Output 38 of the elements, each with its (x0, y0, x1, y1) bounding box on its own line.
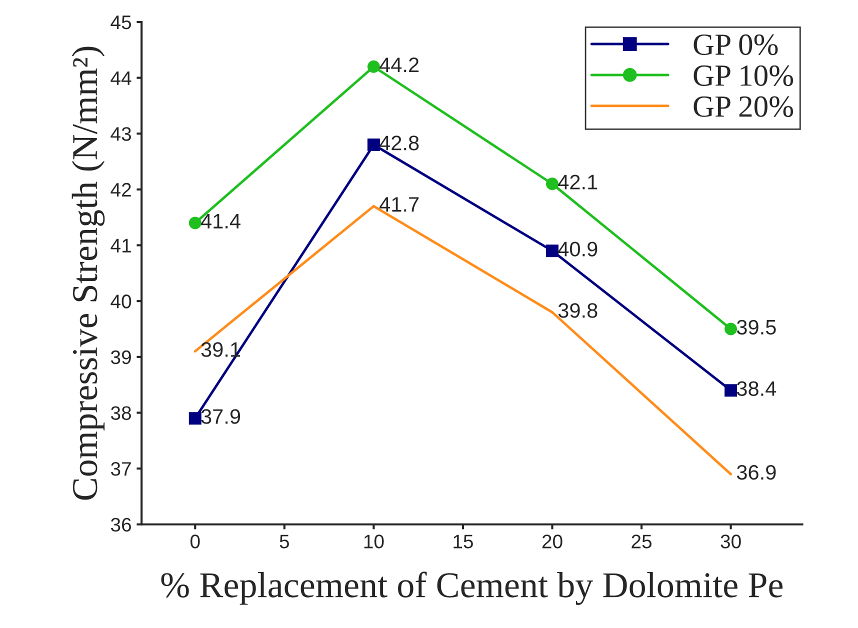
legend-label: GP 20% (694, 96, 794, 118)
point (367, 138, 380, 152)
y-tick-label: 37 (110, 462, 131, 476)
data-label: 38.4 (736, 381, 776, 396)
data-label: 36.9 (736, 464, 776, 480)
y-tick-label: 39 (110, 350, 131, 364)
x-tick-label: 15 (454, 534, 473, 548)
data-label: 41.7 (380, 197, 419, 212)
y-tick-label: 38 (110, 406, 132, 420)
legend-label: GP 0% (694, 34, 778, 56)
y-tick-label: 44 (110, 71, 132, 85)
x-tick-label: 0 (190, 534, 200, 548)
point (724, 384, 738, 397)
point (546, 178, 558, 190)
y-tick-label: 40 (110, 294, 132, 308)
y-tick-label: 36 (110, 518, 131, 532)
y-tick-label: 45 (110, 16, 132, 30)
y-tick-label: 43 (110, 127, 131, 141)
data-label: 39.8 (558, 303, 598, 318)
y-tick-label: 41 (110, 238, 131, 252)
x-tick-label: 5 (280, 534, 290, 548)
point (546, 244, 558, 258)
x-tick-label: 20 (542, 534, 562, 548)
x-axis-title: % Replacement of Cement by Dolomite Pe (161, 572, 783, 605)
legend-label: GP 10% (694, 65, 794, 86)
data-label: 39.5 (736, 320, 776, 335)
y-axis-title: Compressive Strength (N/mm²) (72, 46, 105, 500)
point (188, 412, 202, 425)
data-label: 41.4 (200, 214, 240, 228)
point (724, 322, 738, 336)
point (188, 216, 202, 230)
data-label: 44.2 (380, 57, 419, 72)
x-tick-label: 10 (364, 534, 384, 548)
x-tick-label: 30 (720, 534, 741, 548)
data-label: 42.1 (558, 174, 598, 190)
y-tick-label: 42 (110, 182, 131, 196)
x-tick-label: 25 (632, 534, 652, 548)
point (367, 60, 380, 73)
